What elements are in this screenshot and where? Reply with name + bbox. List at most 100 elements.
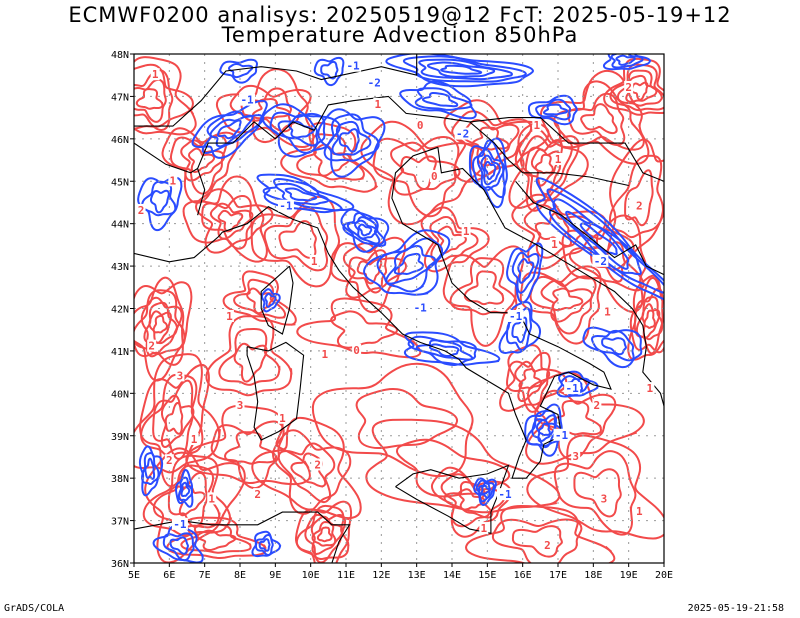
contour-line	[169, 134, 228, 195]
contour-line	[641, 303, 661, 339]
contour-line	[526, 434, 664, 540]
contour-label-bg	[415, 119, 425, 132]
contour-line	[610, 54, 644, 69]
contour-line	[449, 257, 518, 316]
contour-line	[354, 219, 378, 240]
contour-line	[511, 316, 528, 344]
lat-label: 36N	[111, 559, 129, 570]
contour-label-bg	[645, 382, 655, 395]
contour-label: 1	[551, 238, 558, 251]
contour-label: 2	[625, 81, 632, 94]
contour-line	[148, 310, 172, 344]
contour-label: 2	[138, 204, 145, 217]
contour-line	[603, 57, 664, 116]
contour-label-bg	[239, 93, 256, 106]
contour-label: -1	[566, 382, 580, 395]
contour-label: 1	[555, 153, 562, 166]
contour-label: 1	[480, 522, 487, 535]
contour-label-bg	[564, 382, 581, 395]
contour-line	[365, 418, 561, 514]
contour-label: 1	[647, 382, 654, 395]
contour-label-bg	[429, 170, 439, 183]
contour-label: -1	[240, 94, 254, 107]
contour-line	[535, 418, 557, 443]
contour-line	[278, 220, 317, 259]
contour-line	[523, 204, 592, 259]
coastline	[469, 121, 629, 187]
contour-line	[137, 176, 183, 232]
lon-label: 8E	[234, 570, 246, 581]
contour-label-bg	[592, 399, 602, 412]
contour-line	[219, 58, 259, 84]
contour-line	[218, 327, 281, 386]
lon-label: 12E	[372, 570, 390, 581]
coastline	[134, 231, 223, 263]
contour-line	[372, 135, 460, 218]
contour-label-bg	[634, 505, 644, 518]
contour-line	[277, 442, 336, 504]
contour-label: -1	[346, 60, 360, 73]
contour-label: 0	[353, 344, 360, 357]
contour-label-bg	[532, 119, 542, 132]
coastline-borders	[134, 54, 664, 563]
contour-line	[385, 244, 437, 285]
contour-label: 1	[170, 174, 177, 187]
contour-label-bg	[189, 432, 199, 445]
contour-line	[355, 387, 459, 450]
contour-line	[260, 288, 281, 313]
contour-label-bg	[277, 411, 287, 424]
contour-line	[385, 54, 534, 88]
contour-label-bg	[150, 68, 160, 81]
contour-line	[141, 451, 160, 486]
contour-label-bg	[164, 454, 174, 467]
contour-line	[217, 209, 244, 233]
lat-label: 38N	[111, 474, 129, 485]
contour-line	[342, 242, 408, 299]
contour-line	[141, 180, 177, 217]
contour-line	[191, 99, 268, 159]
contour-line	[196, 529, 237, 551]
contour-line	[164, 401, 184, 435]
contour-line	[210, 420, 285, 490]
contour-line	[511, 251, 540, 294]
contour-line	[134, 78, 167, 123]
contour-label-bg	[553, 428, 570, 441]
contour-line	[363, 229, 451, 296]
contour-line	[551, 287, 584, 311]
contour-line	[511, 525, 564, 558]
contour-line	[294, 500, 353, 563]
contour-label-bg	[366, 76, 383, 89]
contour-label: 1	[321, 348, 328, 361]
contour-line	[471, 126, 510, 151]
latitude-labels: 36N 37N 38N 39N 40N 41N 42N 43N 44N 45N 46N 47N 48N	[111, 50, 129, 570]
contour-line	[518, 368, 543, 390]
contour-field	[134, 54, 664, 563]
contour-label: 1	[636, 505, 643, 518]
contour-line	[187, 147, 216, 174]
contour-line	[140, 373, 204, 458]
lon-label: 18E	[584, 570, 602, 581]
contour-line	[590, 329, 635, 362]
contour-label-bg	[235, 399, 245, 412]
coastline	[222, 146, 612, 479]
contour-line	[426, 61, 496, 78]
contour-label: -2	[368, 77, 381, 90]
contour-line	[643, 309, 656, 329]
software-credit: GrADS/COLA	[4, 603, 65, 614]
contour-line	[615, 54, 636, 66]
contour-label: 0	[431, 170, 438, 183]
contour-label: 1	[208, 492, 215, 505]
contour-label: -2	[594, 255, 607, 268]
contour-line	[414, 87, 473, 111]
contour-label: 2	[166, 454, 173, 467]
contour-label: 1	[191, 433, 198, 446]
contour-line	[185, 404, 311, 486]
contour-line	[542, 103, 569, 116]
contour-line	[251, 416, 362, 521]
contour-label-bg	[634, 199, 644, 212]
contour-line	[506, 242, 544, 304]
contour-label: -1	[555, 429, 569, 442]
contour-line	[421, 91, 459, 108]
contour-line	[547, 399, 602, 436]
